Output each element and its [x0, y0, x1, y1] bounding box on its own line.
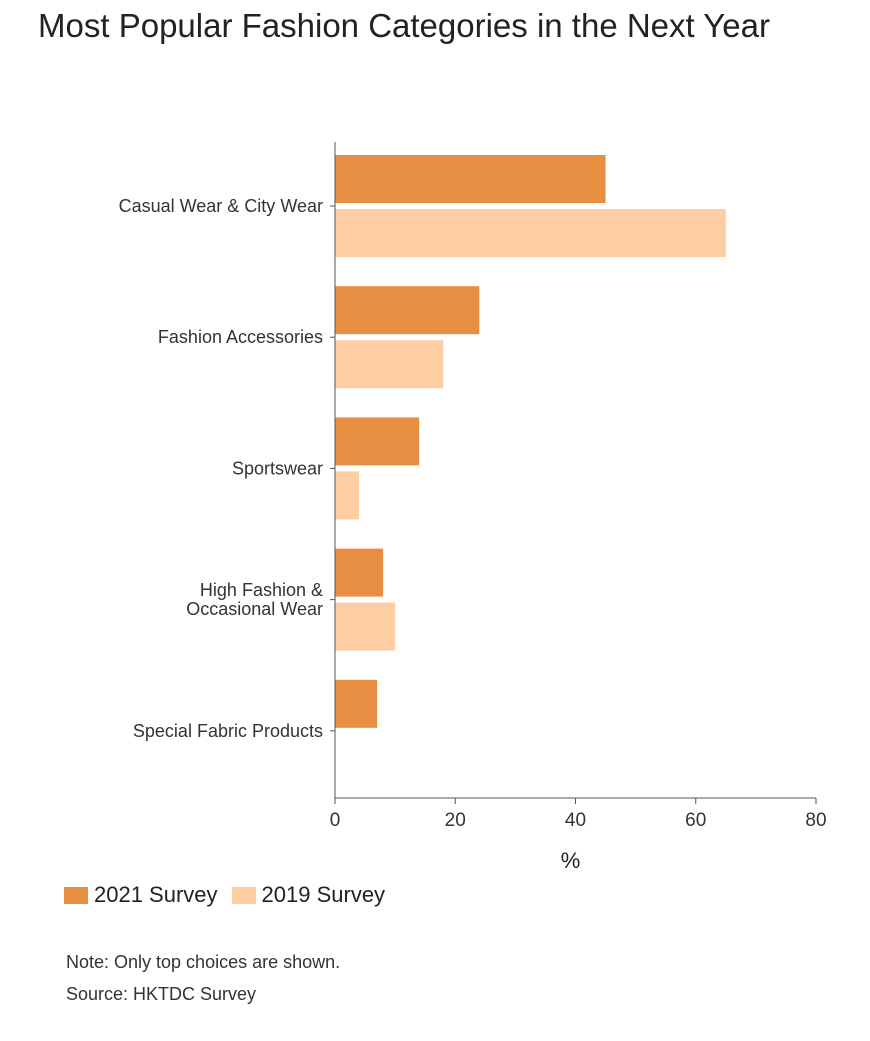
y-tick-label-3-1: Occasional Wear: [186, 599, 323, 619]
x-tick-label-60: 60: [685, 810, 706, 831]
bars-layer: [335, 155, 726, 728]
legend-label-2019: 2019 Survey: [261, 882, 386, 907]
bar-2019-0[interactable]: [335, 209, 726, 257]
bar-2019-1[interactable]: [335, 340, 444, 389]
note-text: Note: Only top choices are shown.: [66, 952, 341, 972]
y-tick-label-0: Casual Wear & City Wear: [119, 196, 323, 216]
legend-swatch-2019: [231, 886, 256, 904]
legend: 2021 Survey 2019 Survey: [64, 880, 399, 910]
x-tick-label-80: 80: [805, 810, 826, 831]
y-tick-label-1: Fashion Accessories: [158, 327, 323, 347]
chart-title: Most Popular Fashion Categories in the N…: [38, 7, 770, 44]
bar-2021-2[interactable]: [335, 417, 420, 466]
axes: Casual Wear & City Wear Fashion Accessori…: [119, 142, 827, 870]
y-tick-label-2: Sportswear: [232, 458, 323, 478]
bar-2021-4[interactable]: [335, 679, 378, 728]
legend-swatch-2021: [64, 886, 88, 904]
chart-notes: Note: Only top choices are shown. Source…: [66, 946, 340, 1010]
legend-item-2021[interactable]: 2021 Survey: [64, 882, 218, 908]
y-tick-label-3-0: High Fashion &: [200, 580, 323, 600]
x-tick-label-0: 0: [330, 810, 341, 831]
legend-item-2019[interactable]: 2019 Survey: [231, 882, 386, 908]
bar-2021-3[interactable]: [335, 548, 384, 597]
bar-2019-2[interactable]: [335, 471, 360, 520]
x-axis-label: %: [561, 848, 581, 870]
bar-2019-3[interactable]: [335, 602, 396, 651]
bar-2021-1[interactable]: [335, 286, 480, 335]
bar-chart: Casual Wear & City Wear Fashion Accessori…: [119, 142, 827, 870]
x-tick-label-20: 20: [445, 810, 466, 831]
x-tick-label-40: 40: [565, 810, 586, 831]
y-tick-label-4: Special Fabric Products: [133, 721, 323, 741]
bar-2021-0[interactable]: [335, 155, 606, 203]
legend-label-2021: 2021 Survey: [94, 882, 218, 907]
source-text: Source: HKTDC Survey: [66, 984, 257, 1004]
